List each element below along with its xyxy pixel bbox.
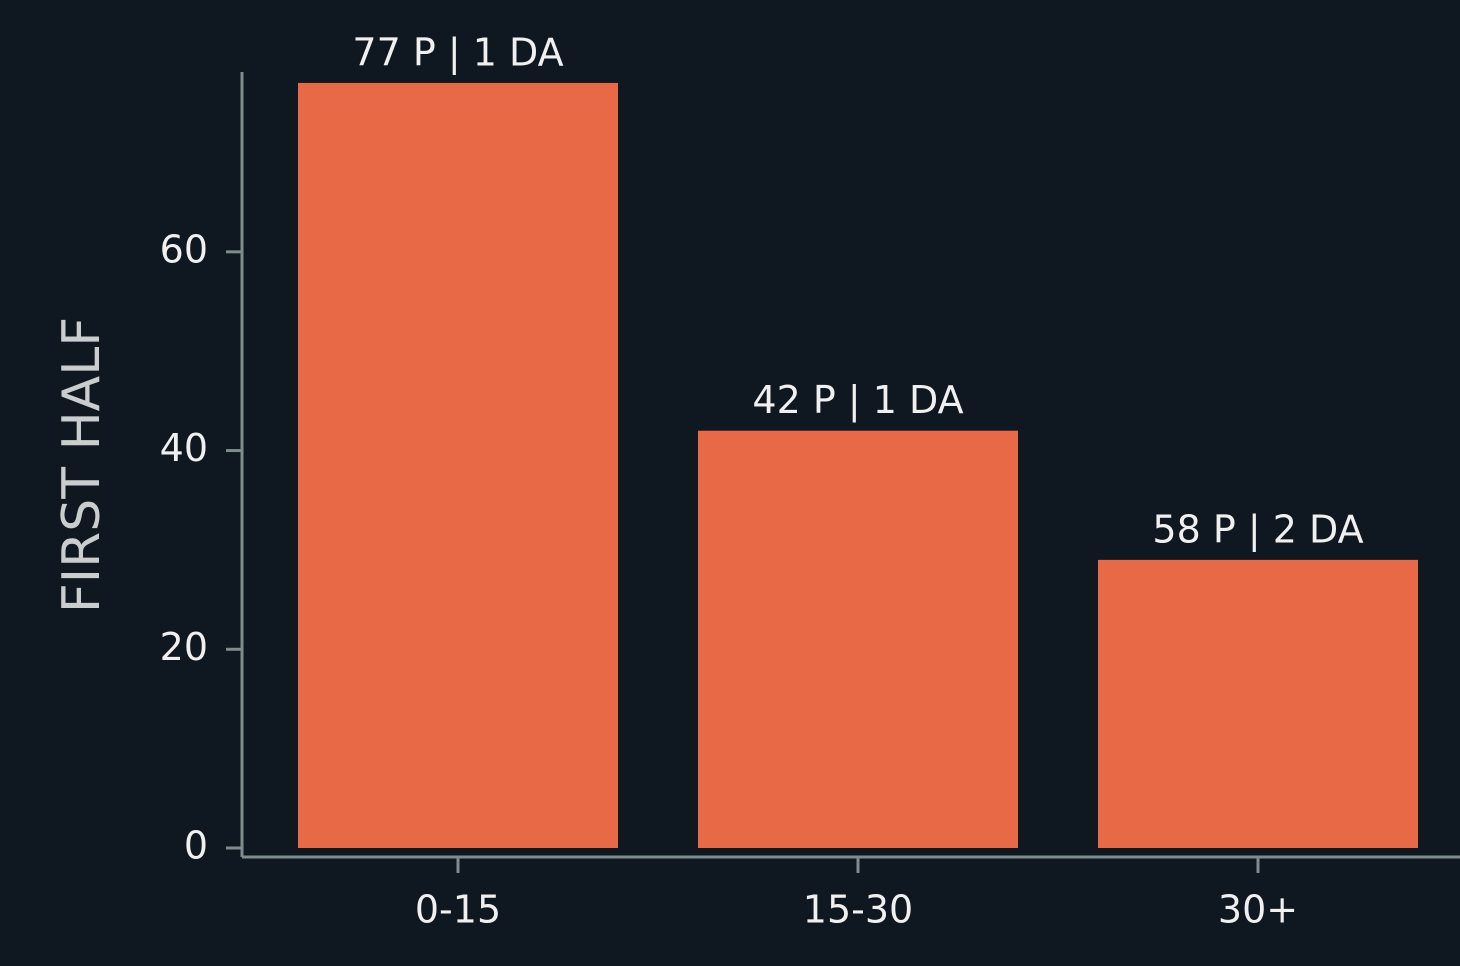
bar: [298, 82, 618, 849]
y-axis-label: FIRST HALF: [52, 317, 112, 613]
x-tick-label: 30+: [1218, 888, 1298, 932]
bar-annotation: 77 P | 1 DA: [352, 30, 563, 75]
y-tick-label: 0: [184, 824, 208, 868]
y-tick-label: 40: [160, 426, 208, 470]
y-tick-label: 60: [160, 227, 208, 271]
x-tick-label: 15-30: [803, 888, 913, 932]
bar-annotation: 42 P | 1 DA: [752, 378, 963, 423]
bar: [698, 430, 1018, 848]
bar-annotation: 58 P | 2 DA: [1152, 507, 1363, 552]
bar: [1098, 559, 1418, 848]
x-tick-label: 0-15: [415, 888, 501, 932]
y-tick-label: 20: [160, 625, 208, 669]
